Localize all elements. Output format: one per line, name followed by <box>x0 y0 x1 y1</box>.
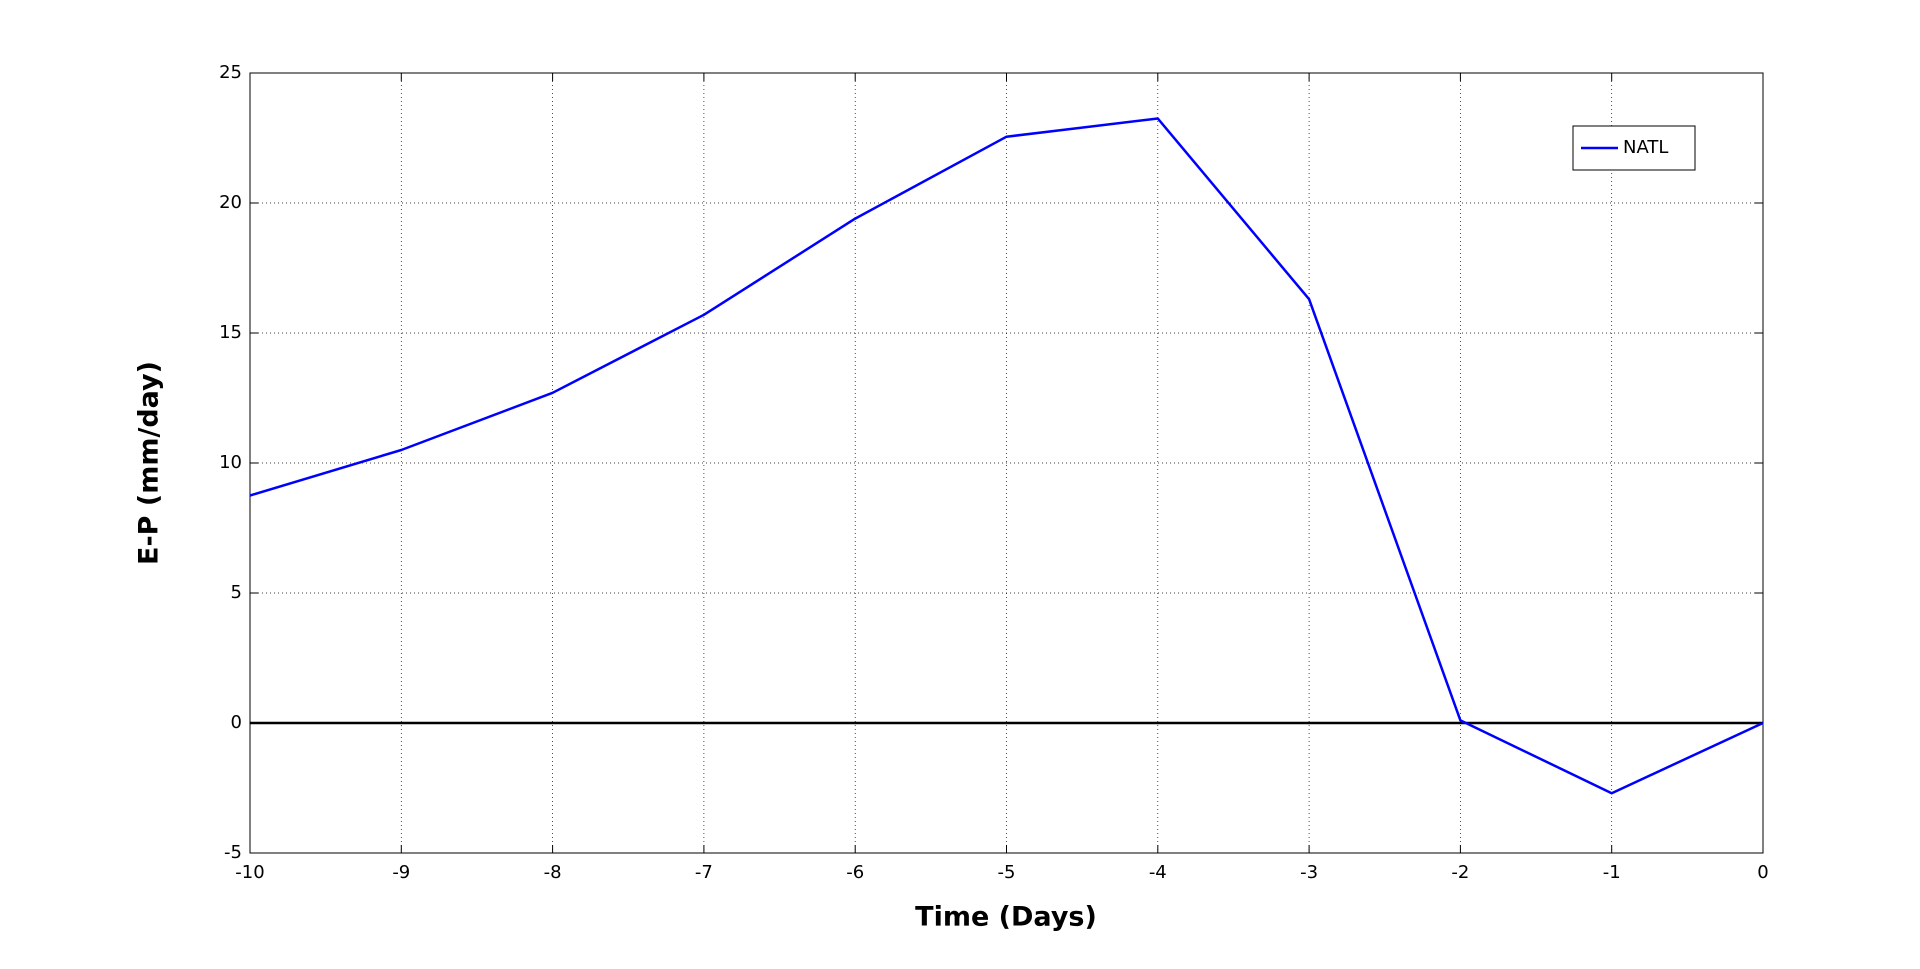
x-tick-label: -7 <box>695 862 713 883</box>
data-line <box>249 117 1764 795</box>
x-axis-label: Time (Days) <box>915 902 1097 933</box>
y-tick-label: 20 <box>219 192 242 213</box>
y-axis-label: E-P (mm/day) <box>134 361 165 565</box>
y-tick-label: 0 <box>231 712 242 733</box>
y-tick-label: 5 <box>231 582 242 603</box>
x-tick-label: -1 <box>1603 862 1621 883</box>
x-tick-label: -3 <box>1300 862 1318 883</box>
x-tick-label: -4 <box>1149 862 1167 883</box>
x-tick-label: -2 <box>1451 862 1469 883</box>
plot-frame <box>249 72 1764 854</box>
y-tick-label: 15 <box>219 322 242 343</box>
x-tick-label: -5 <box>998 862 1016 883</box>
x-tick-label: -8 <box>544 862 562 883</box>
x-tick-label: -9 <box>392 862 410 883</box>
legend-label: NATL <box>1623 137 1668 158</box>
y-tick-label: 25 <box>219 62 242 83</box>
x-tick-label: -6 <box>846 862 864 883</box>
y-tick-label: 10 <box>219 452 242 473</box>
x-tick-label: -10 <box>235 862 264 883</box>
y-tick-label: -5 <box>224 842 242 863</box>
x-tick-label: 0 <box>1757 862 1768 883</box>
